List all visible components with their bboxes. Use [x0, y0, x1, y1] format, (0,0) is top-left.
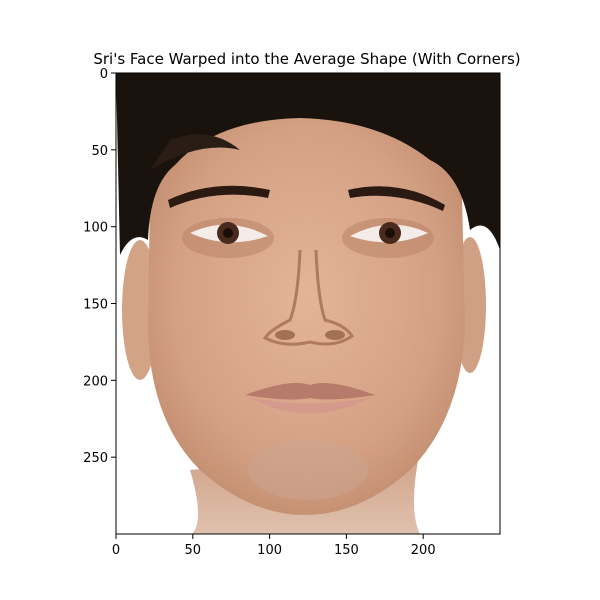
- y-tick-label: 50: [91, 144, 108, 159]
- y-tick-label: 200: [83, 374, 108, 389]
- x-axis: 0 50 100 150 200: [112, 534, 436, 558]
- y-axis: 0 50 100 150 200 250: [83, 67, 116, 466]
- x-tick-label: 100: [257, 543, 282, 558]
- x-tick-label: 200: [411, 543, 436, 558]
- x-tick-label: 0: [112, 543, 120, 558]
- x-tick-label: 150: [334, 543, 359, 558]
- y-tick-label: 100: [83, 221, 108, 236]
- y-tick-label: 250: [83, 451, 108, 466]
- y-tick-label: 150: [83, 298, 108, 313]
- x-tick-label: 50: [185, 543, 202, 558]
- face-image: [116, 73, 500, 534]
- y-tick-label: 0: [100, 67, 108, 82]
- chart-title: Sri's Face Warped into the Average Shape…: [93, 50, 520, 68]
